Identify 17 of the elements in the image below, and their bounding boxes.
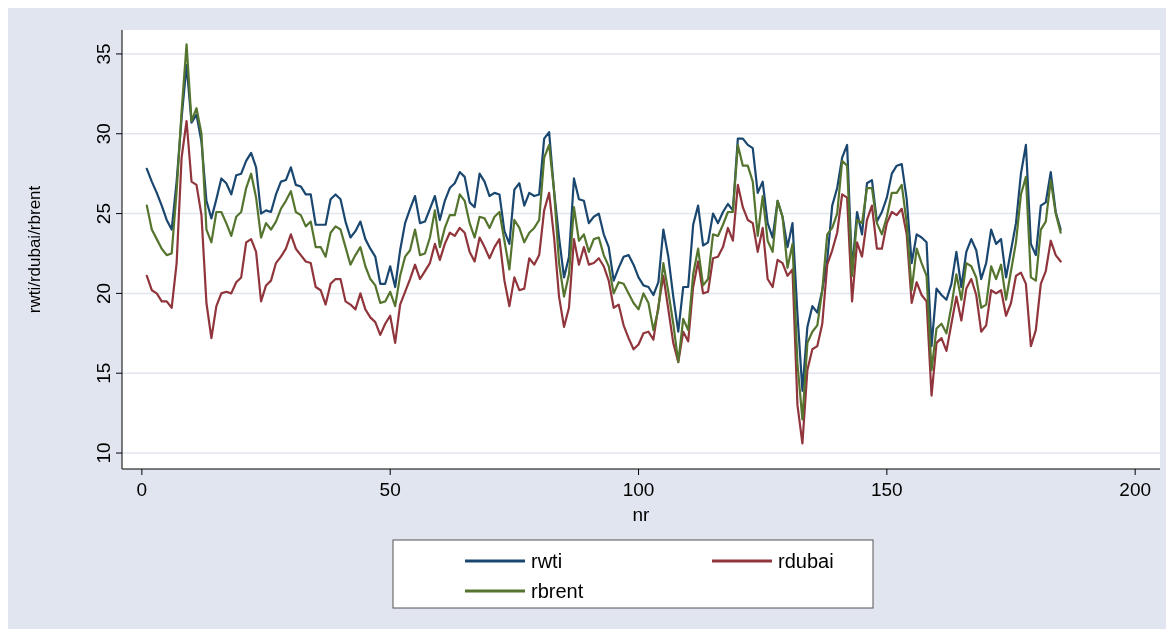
legend-label: rwti	[531, 550, 563, 572]
y-tick-label: 10	[93, 442, 114, 464]
y-tick-label: 15	[93, 362, 114, 384]
legend-label: rbrent	[531, 580, 584, 602]
y-axis-title: rwti/rdubai/rbrent	[25, 185, 44, 314]
x-tick-label: 0	[136, 479, 148, 500]
line-series	[145, 119, 1062, 445]
y-tick-label: 20	[93, 282, 114, 304]
x-tick-label: 100	[622, 479, 655, 500]
x-tick-label: 200	[1119, 479, 1152, 500]
y-tick-label: 30	[93, 123, 114, 145]
y-tick-label: 35	[93, 43, 114, 65]
x-axis-title: nr	[632, 504, 651, 525]
x-tick-label: 50	[379, 479, 401, 500]
legend-label: rdubai	[778, 550, 834, 572]
x-tick-label: 150	[870, 479, 903, 500]
y-tick-label: 25	[93, 203, 114, 225]
